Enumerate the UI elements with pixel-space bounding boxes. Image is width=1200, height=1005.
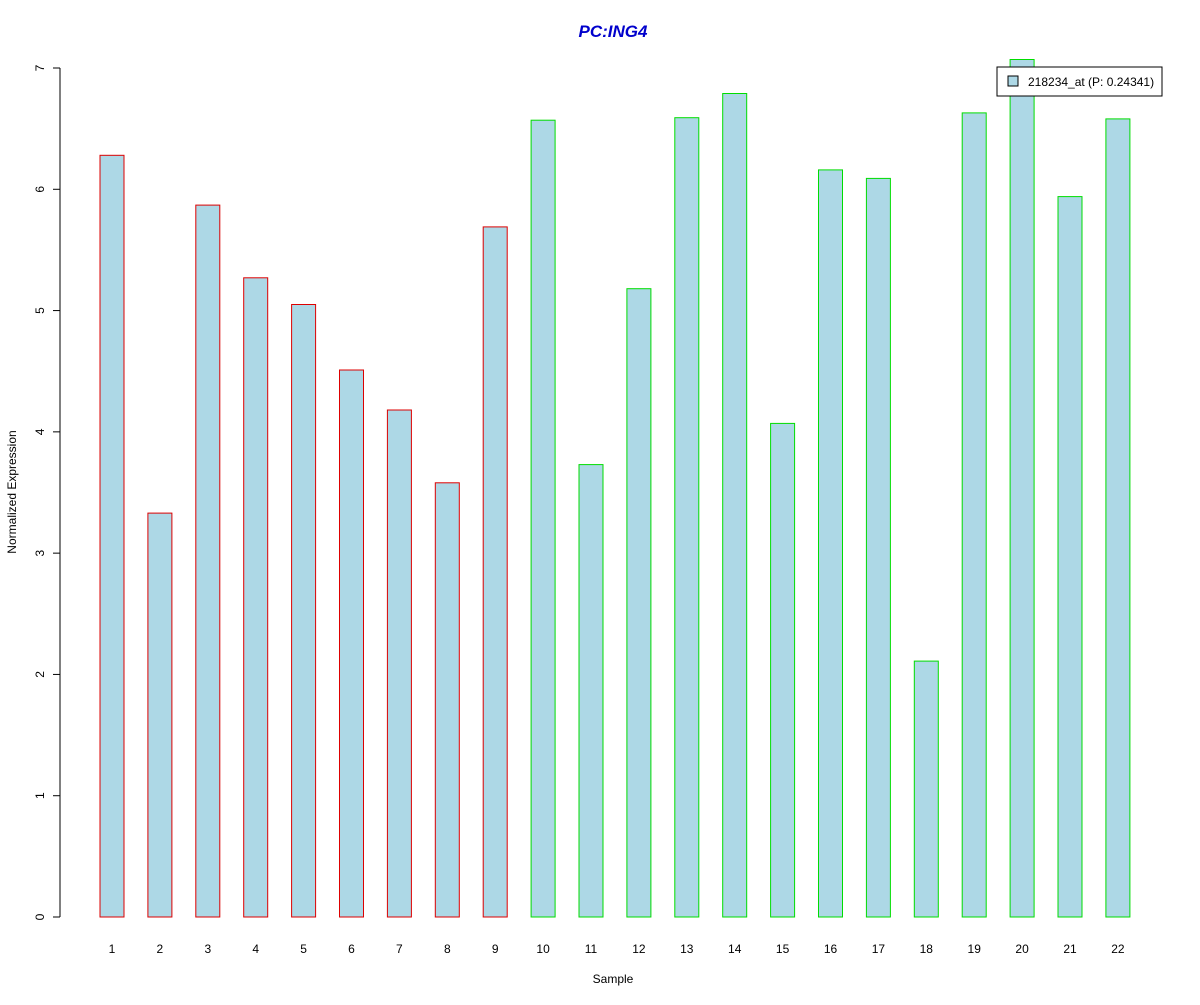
- bar-sample-18: [913, 660, 939, 918]
- x-tick-label: 1: [109, 942, 116, 956]
- x-tick-label: 9: [492, 942, 499, 956]
- bar-sample-14: [722, 93, 748, 918]
- bar-sample-22: [1105, 118, 1131, 918]
- y-axis: 0 1 2 3 4 5 6 7: [33, 64, 61, 920]
- legend: 218234_at (P: 0.24341): [996, 66, 1163, 97]
- bar-sample-5: [291, 304, 317, 918]
- x-tick-label: 14: [728, 942, 742, 956]
- bar-sample-13: [674, 117, 700, 918]
- bar-sample-8: [434, 482, 460, 918]
- bar-sample-16: [818, 169, 843, 918]
- x-tick-label: 18: [920, 942, 934, 956]
- x-tick-label: 12: [632, 942, 646, 956]
- bar-sample-12: [626, 288, 652, 918]
- bar-sample-2: [147, 512, 173, 918]
- x-tick-label: 19: [968, 942, 982, 956]
- bar-sample-19: [961, 112, 987, 918]
- legend-box: [996, 66, 1163, 97]
- bar-sample-1: [99, 154, 125, 918]
- bars-group: [99, 59, 1131, 918]
- bar-sample-17: [865, 177, 891, 918]
- bar-sample-11: [578, 464, 604, 918]
- x-tick-label: 7: [396, 942, 403, 956]
- bar-sample-20: [1009, 59, 1035, 918]
- x-tick-label: 15: [776, 942, 790, 956]
- x-tick-label: 6: [348, 942, 355, 956]
- bar-sample-10: [530, 119, 556, 918]
- y-tick-label: 7: [33, 64, 47, 71]
- y-axis-label: Normalized Expression: [5, 430, 19, 553]
- x-tick-label: 16: [824, 942, 838, 956]
- y-tick-label: 3: [33, 549, 47, 556]
- bar-sample-7: [386, 409, 412, 918]
- x-tick-label: 5: [300, 942, 307, 956]
- chart-title: PC:ING4: [579, 22, 649, 41]
- x-tick-label: 4: [252, 942, 259, 956]
- bar-sample-6: [339, 369, 364, 918]
- bar-sample-9: [482, 226, 508, 918]
- x-tick-label: 11: [585, 942, 598, 956]
- y-tick-label: 0: [33, 913, 47, 920]
- bar-sample-15: [770, 422, 796, 918]
- x-tick-label: 13: [680, 942, 694, 956]
- x-tick-label: 22: [1111, 942, 1125, 956]
- legend-label: 218234_at (P: 0.24341): [1028, 75, 1154, 89]
- y-tick-label: 6: [33, 186, 47, 193]
- x-tick-label: 21: [1063, 942, 1077, 956]
- x-axis-label: Sample: [593, 972, 634, 986]
- x-tick-label: 10: [536, 942, 550, 956]
- x-tick-label: 17: [872, 942, 886, 956]
- x-tick-label: 2: [157, 942, 164, 956]
- x-tick-label: 8: [444, 942, 451, 956]
- y-tick-label: 1: [33, 792, 47, 799]
- y-tick-label: 5: [33, 307, 47, 314]
- bar-sample-4: [243, 277, 269, 918]
- y-tick-label: 4: [33, 428, 47, 435]
- bar-sample-3: [195, 204, 221, 918]
- bar-sample-21: [1057, 196, 1083, 918]
- y-tick-label: 2: [33, 671, 47, 678]
- x-tick-labels: 1 2 3 4 5 6 7 8 9 10 11 12 13 14 15 16 17 18 19 20 21 22: [109, 942, 1125, 956]
- x-tick-label: 3: [204, 942, 211, 956]
- legend-swatch: [1007, 75, 1019, 87]
- x-tick-label: 20: [1015, 942, 1029, 956]
